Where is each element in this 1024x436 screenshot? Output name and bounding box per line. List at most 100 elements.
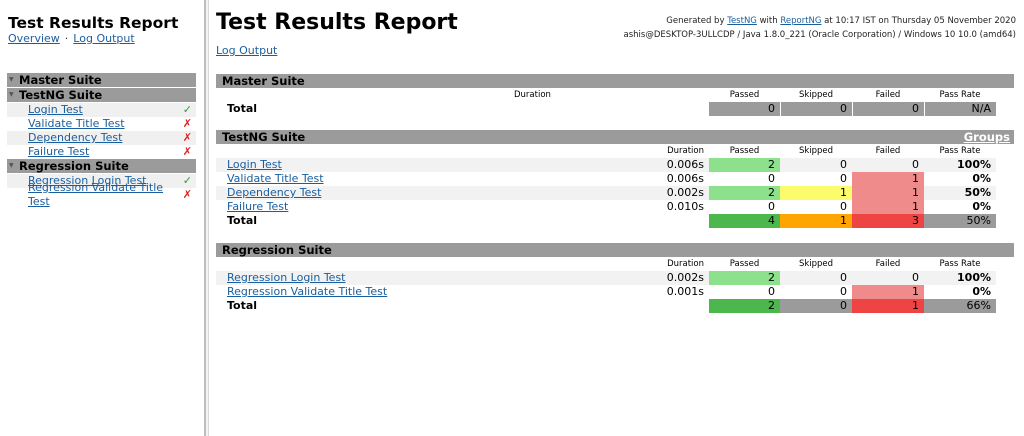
- col-duration: Duration: [667, 146, 704, 156]
- total-label: Total: [227, 214, 258, 227]
- test-link[interactable]: Regression Validate Title Test: [227, 285, 388, 298]
- col-pass-rate: Pass Rate: [939, 146, 981, 156]
- total-pass-rate: 66%: [924, 299, 996, 313]
- col-skipped: Skipped: [798, 90, 834, 100]
- log-output-link[interactable]: Log Output: [216, 44, 278, 57]
- column-headers: Duration Passed Skipped Failed Pass Rate: [216, 144, 1014, 158]
- suite-name: TestNG Suite: [222, 130, 306, 144]
- skipped-cell: 0: [780, 271, 852, 285]
- nav-separator: ·: [64, 32, 69, 45]
- test-name-cell: Dependency Test: [216, 186, 574, 200]
- table-row: Dependency Test 0.002s 2 1 1 50%: [216, 186, 1014, 200]
- total-failed: 3: [852, 214, 924, 228]
- tree-suite-label: Regression Suite: [19, 159, 129, 173]
- tree-test-link[interactable]: Regression Validate Title Test: [28, 181, 164, 208]
- total-passed: 4: [709, 214, 780, 228]
- test-name-cell: Login Test: [216, 158, 574, 172]
- suite-name: Master Suite: [222, 74, 305, 88]
- col-passed: Passed: [729, 90, 760, 100]
- test-link[interactable]: Validate Title Test: [227, 172, 324, 185]
- test-link[interactable]: Failure Test: [227, 200, 289, 213]
- check-icon: ✓: [182, 174, 192, 187]
- failed-cell: 1: [852, 172, 924, 186]
- test-name-cell: Validate Title Test: [216, 172, 574, 186]
- suite-master-table: Master Suite Duration Passed Skipped Fai…: [216, 74, 1014, 116]
- duration-cell: 0.010s: [666, 200, 704, 213]
- passed-cell: 2: [709, 271, 780, 285]
- test-link[interactable]: Dependency Test: [227, 186, 322, 199]
- test-name-cell: Regression Validate Title Test: [216, 285, 574, 299]
- total-pass-rate: 50%: [924, 214, 996, 228]
- table-row: Login Test 0.006s 2 0 0 100%: [216, 158, 1014, 172]
- passed-cell: 0: [768, 200, 775, 213]
- sidebar-nav: Overview · Log Output: [8, 32, 196, 46]
- total-duration: [574, 299, 709, 313]
- tree-suite-label: Master Suite: [19, 73, 102, 87]
- test-link[interactable]: Regression Login Test: [227, 271, 346, 284]
- failed-cell: 1: [852, 186, 924, 200]
- tree-test-link[interactable]: Regression Login Test: [28, 174, 147, 187]
- environment-info: ashis@DESKTOP-3ULLCDP / Java 1.8.0_221 (…: [623, 30, 1016, 40]
- total-duration: [574, 102, 709, 116]
- total-skipped: 0: [780, 102, 852, 116]
- frame-divider[interactable]: [204, 0, 209, 436]
- duration-cell: 0.002s: [574, 186, 709, 200]
- overview-link[interactable]: Overview: [8, 32, 60, 45]
- tree-test-item: Regression Validate Title Test ✗: [7, 181, 196, 208]
- total-row: Total 0 0 0 N/A: [216, 102, 1014, 116]
- total-failed: 0: [852, 102, 924, 116]
- col-pass-rate: Pass Rate: [939, 90, 981, 100]
- check-icon: ✓: [182, 103, 192, 116]
- tree-test-link[interactable]: Failure Test: [28, 145, 90, 158]
- tree-suite-regression[interactable]: ▼ Regression Suite: [7, 159, 196, 173]
- col-spacer: [216, 144, 574, 158]
- failed-cell: 0: [852, 271, 924, 285]
- pass-rate-cell: 50%: [924, 186, 996, 200]
- total-duration: [574, 214, 709, 228]
- duration-cell: 0.002s: [574, 271, 709, 285]
- passed-cell: 0: [768, 285, 775, 298]
- generated-prefix: Generated by: [666, 16, 725, 26]
- skipped-cell: 1: [780, 186, 852, 200]
- table-row: Failure Test 0.010s 0 0 1 0%: [216, 200, 1014, 214]
- col-passed: Passed: [729, 146, 760, 156]
- duration-cell: 0.006s: [666, 172, 704, 185]
- sidebar: Test Results Report Overview · Log Output …: [0, 0, 203, 436]
- test-name-cell: Failure Test: [216, 200, 574, 214]
- suite-header: Regression Suite: [216, 243, 1014, 257]
- total-failed: 1: [852, 299, 924, 313]
- table-row: Regression Login Test 0.002s 2 0 0 100%: [216, 271, 1014, 285]
- tree-test-item: Failure Test ✗: [7, 145, 196, 159]
- col-passed: Passed: [729, 259, 760, 269]
- generated-suffix: at 10:17 IST on Thursday 05 November 202…: [824, 16, 1016, 26]
- suite-name: Regression Suite: [222, 243, 332, 257]
- total-label: Total: [227, 299, 258, 312]
- reportng-link[interactable]: ReportNG: [780, 16, 822, 26]
- tree-suite-testng[interactable]: ▼ TestNG Suite: [7, 88, 196, 102]
- tree-test-item: Dependency Test ✗: [7, 131, 196, 145]
- sidebar-log-output-link[interactable]: Log Output: [73, 32, 135, 45]
- groups-link[interactable]: Groups: [963, 130, 1010, 144]
- tree-test-link[interactable]: Login Test: [28, 103, 83, 116]
- with-text: with: [759, 16, 778, 26]
- test-link[interactable]: Login Test: [227, 158, 282, 171]
- suite-regression-table: Regression Suite Duration Passed Skipped…: [216, 243, 1014, 313]
- table-row: Regression Validate Title Test 0.001s 0 …: [216, 285, 1014, 299]
- total-skipped: 1: [780, 214, 852, 228]
- tree-test-link[interactable]: Dependency Test: [28, 131, 123, 144]
- column-headers: Duration Passed Skipped Failed Pass Rate: [216, 88, 1014, 102]
- total-pass-rate: N/A: [924, 102, 996, 116]
- collapse-triangle-icon[interactable]: ▼: [9, 91, 14, 98]
- col-failed: Failed: [875, 146, 901, 156]
- test-name-cell: Regression Login Test: [216, 271, 574, 285]
- suite-header: Master Suite: [216, 74, 1014, 88]
- pass-rate-cell: 0%: [972, 285, 991, 298]
- total-row: Total 2 0 1 66%: [216, 299, 1014, 313]
- tree-suite-master[interactable]: ▼ Master Suite: [7, 73, 196, 87]
- collapse-triangle-icon[interactable]: ▼: [9, 76, 14, 83]
- tree-test-link[interactable]: Validate Title Test: [28, 117, 125, 130]
- suite-tree: ▼ Master Suite ▼ TestNG Suite Login Test…: [7, 73, 196, 208]
- tree-test-item: Login Test ✓: [7, 103, 196, 117]
- testng-link[interactable]: TestNG: [727, 16, 757, 26]
- collapse-triangle-icon[interactable]: ▼: [9, 162, 14, 169]
